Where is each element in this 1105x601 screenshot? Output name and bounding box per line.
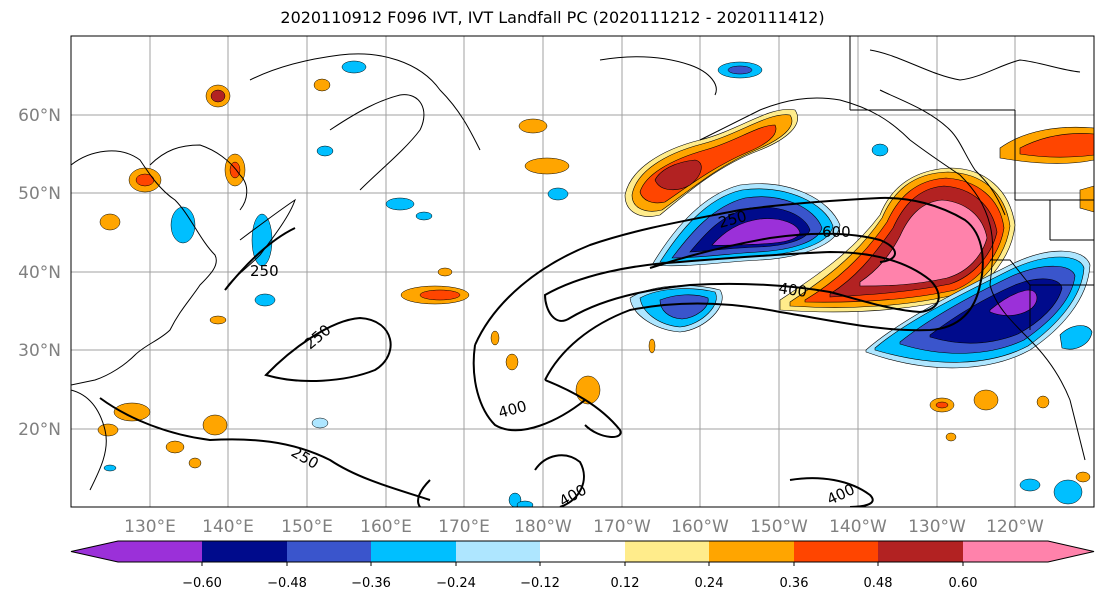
colorbar: [70, 540, 1095, 566]
map-frame: [70, 35, 1095, 508]
colorbar-segment: [202, 541, 287, 562]
colorbar-tick-label: 0.48: [864, 576, 893, 591]
lon-label: 120°W: [986, 517, 1044, 537]
contour-label: 400: [777, 279, 808, 301]
colorbar-segment: [794, 541, 878, 562]
lon-label: 150°W: [750, 517, 808, 537]
map-panel: 250 250 250 400 400 400 600 250 400: [71, 36, 1094, 507]
scattered-negative-blobs: [103, 60, 1083, 507]
colorbar-segment: [625, 541, 709, 562]
colorbar-extend-min: [71, 541, 118, 562]
longitude-labels: 130°E 140°E 150°E 160°E 170°E 180°W 170°…: [124, 517, 1044, 537]
positive-ivt-anomaly-canada: [999, 126, 1094, 213]
lon-label: 130°E: [124, 517, 176, 537]
colorbar-tick-label: −0.48: [267, 576, 307, 591]
lon-label: 150°E: [281, 517, 333, 537]
colorbar-tick-label: 0.36: [780, 576, 809, 591]
negative-ivt-anomaly-california: [865, 250, 1093, 369]
colorbar-tick-label: 0.24: [695, 576, 724, 591]
colorbar-extend-max: [1048, 541, 1094, 562]
colorbar-segment: [118, 541, 202, 562]
colorbar-tick-label: 0.12: [611, 576, 640, 591]
lat-label: 20°N: [18, 420, 61, 440]
contour-label: 250: [250, 262, 279, 280]
colorbar-segment: [287, 541, 371, 562]
colorbar-labels: −0.60 −0.48 −0.36 −0.24 −0.12 0.12 0.24 …: [182, 576, 977, 591]
colorbar-tick-label: −0.36: [351, 576, 391, 591]
ivt-contours: [99, 196, 984, 507]
colorbar-segment: [371, 541, 456, 562]
lon-label: 170°W: [593, 517, 651, 537]
lat-label: 40°N: [18, 263, 61, 283]
lon-label: 160°W: [671, 517, 729, 537]
lat-label: 30°N: [18, 341, 61, 361]
negative-ivt-anomaly-central-pacific: [629, 183, 841, 333]
gridlines: [71, 36, 1094, 507]
colorbar-segment: [963, 541, 1048, 562]
map-title: 2020110912 F096 IVT, IVT Landfall PC (20…: [280, 8, 825, 27]
contour-label: 600: [822, 223, 851, 241]
positive-ivt-anomaly-alaska: [624, 109, 798, 217]
lon-label: 140°E: [202, 517, 254, 537]
colorbar-outline: [70, 540, 1095, 563]
lat-label: 60°N: [18, 106, 61, 126]
lon-label: 130°W: [908, 517, 966, 537]
positive-ivt-anomaly-northeast-pacific: [779, 167, 1016, 313]
colorbar-segment: [456, 541, 540, 562]
lon-label: 170°E: [438, 517, 490, 537]
colorbar-tick-label: −0.12: [520, 576, 560, 591]
contour-labels: 250 250 250 400 400 400 600 250 400: [250, 207, 858, 507]
colorbar-tick-label: 0.60: [949, 576, 978, 591]
colorbar-tick-label: −0.60: [182, 576, 222, 591]
lat-label: 50°N: [18, 184, 61, 204]
lon-label: 160°E: [360, 517, 412, 537]
colorbar-segment: [709, 541, 794, 562]
lon-label: 140°W: [829, 517, 887, 537]
latitude-labels: 60°N 50°N 40°N 30°N 20°N: [18, 106, 61, 440]
colorbar-segment: [540, 541, 625, 562]
colorbar-tick-label: −0.24: [436, 576, 476, 591]
colorbar-segment: [878, 541, 963, 562]
scattered-positive-blobs: [97, 78, 1091, 483]
lon-label: 180°W: [514, 517, 572, 537]
